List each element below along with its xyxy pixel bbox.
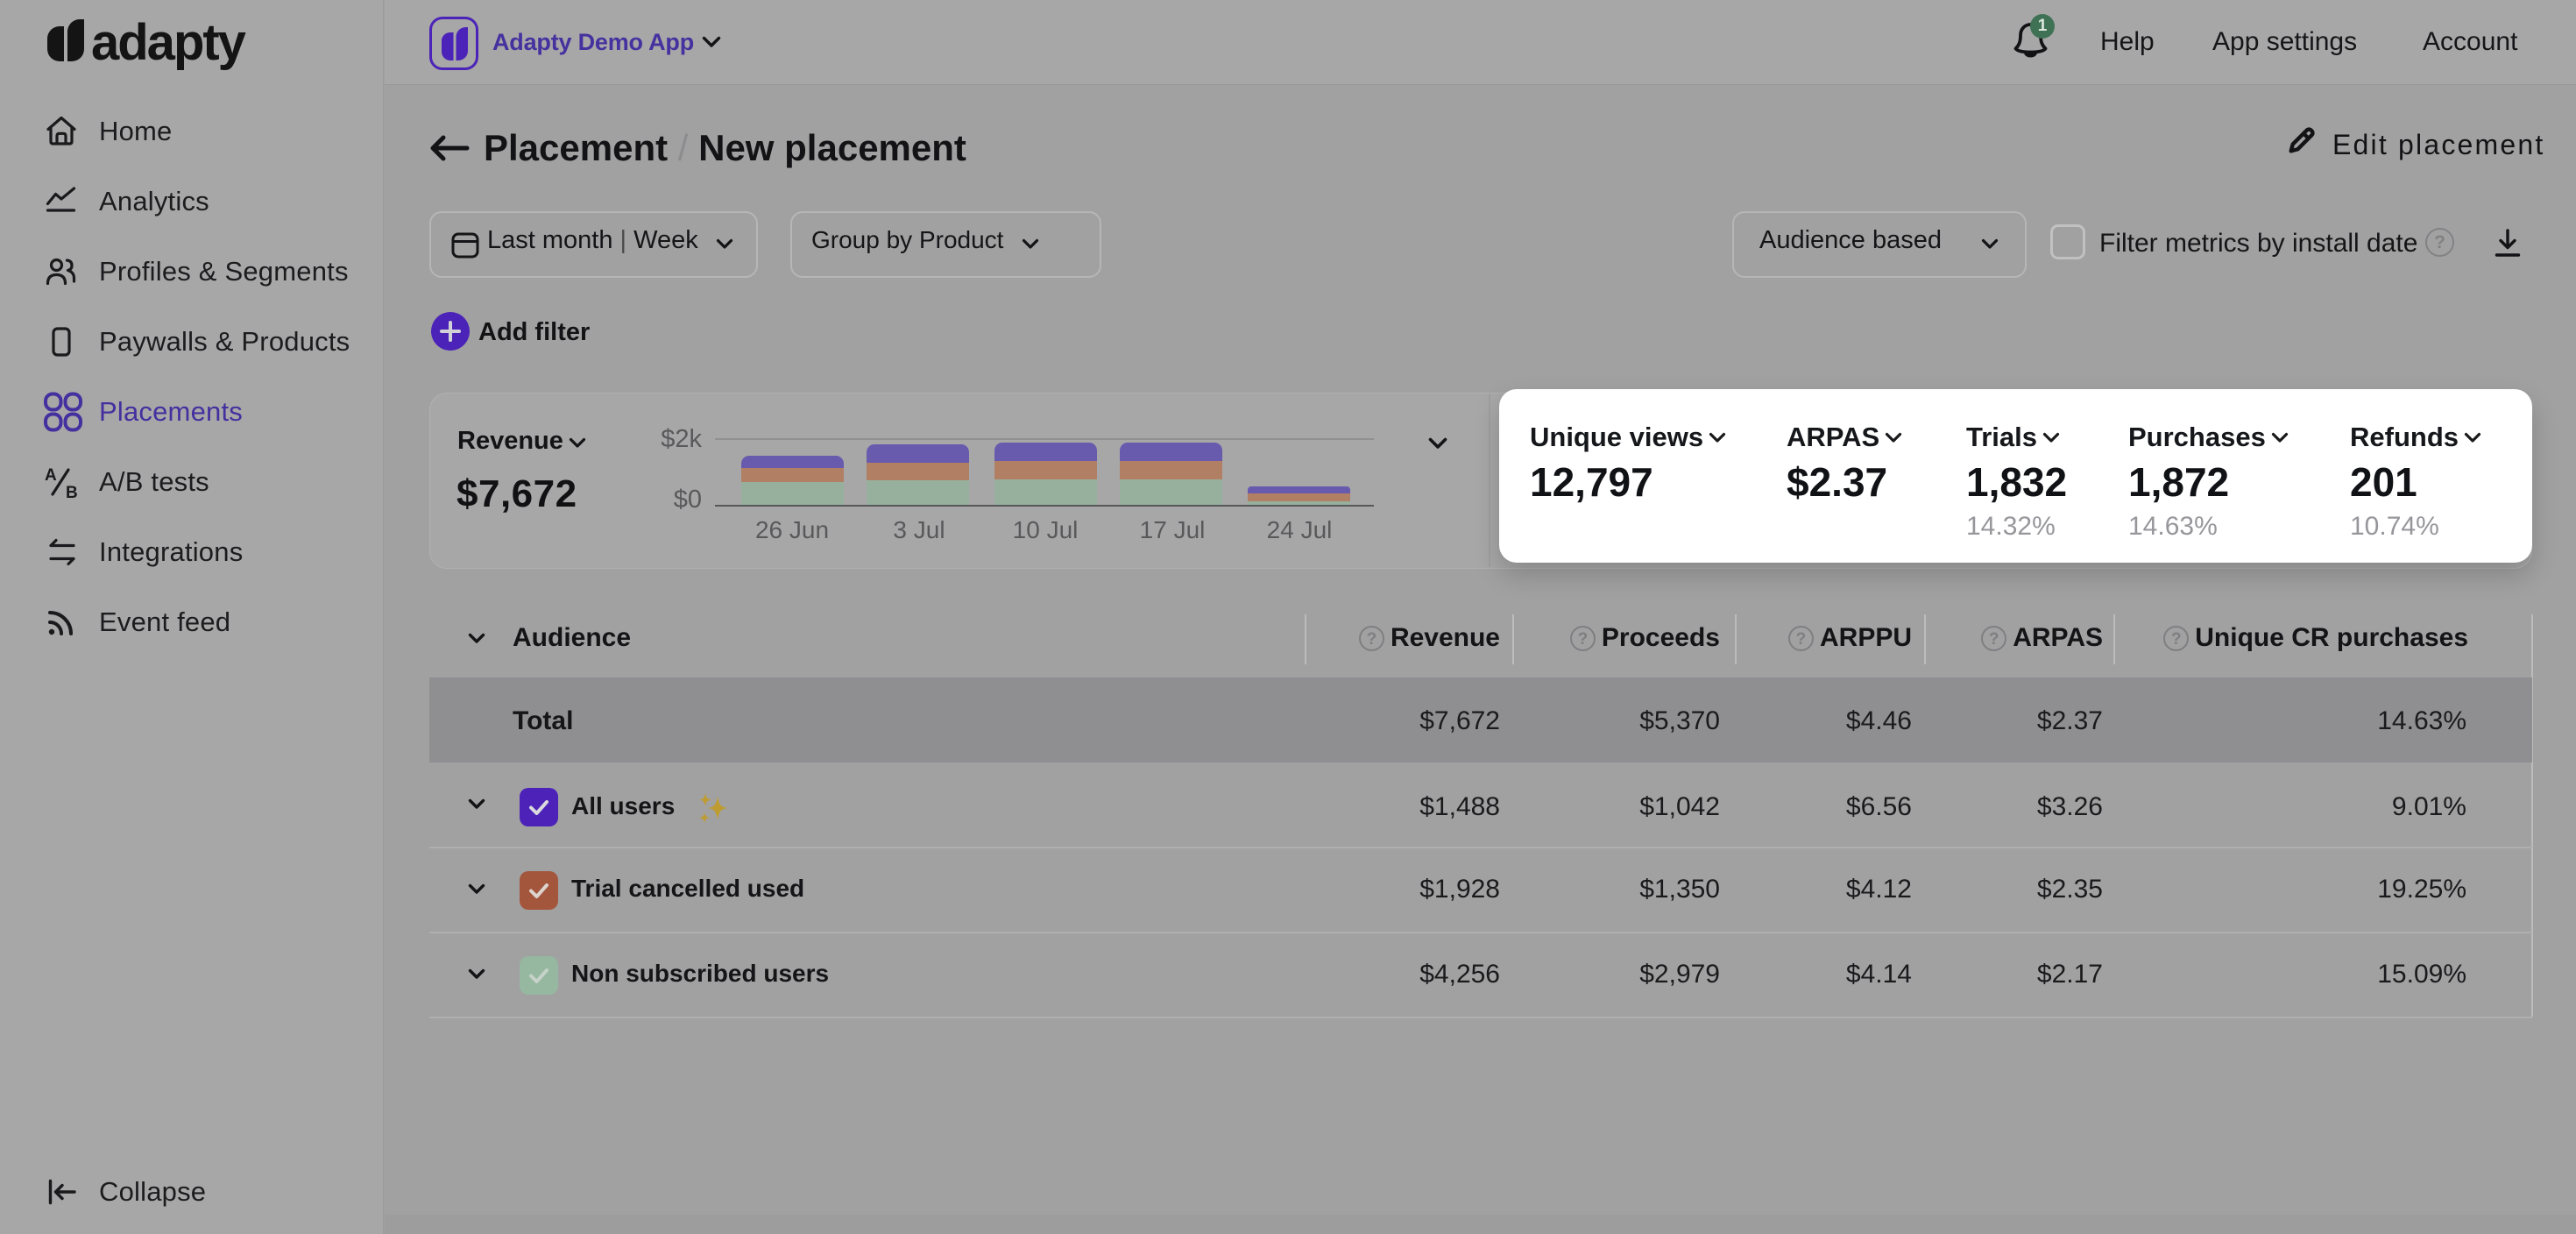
svg-text:B: B bbox=[66, 484, 78, 500]
svg-text:A: A bbox=[45, 466, 57, 485]
